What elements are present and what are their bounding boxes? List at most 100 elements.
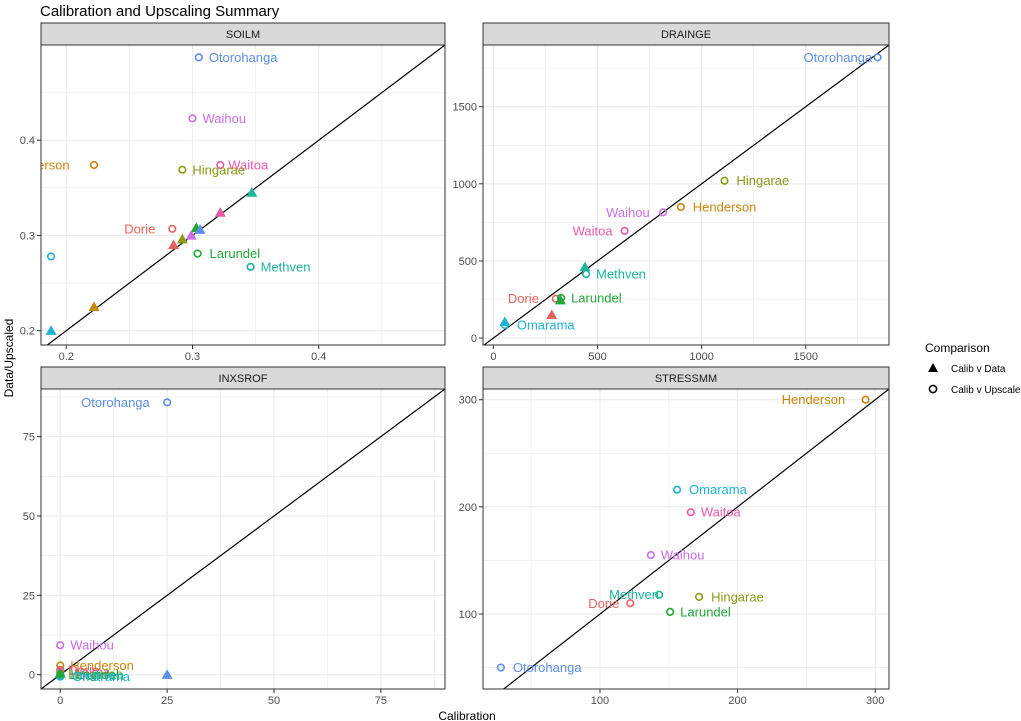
y-tick-label: 500: [459, 256, 477, 268]
circle-point-waihou: [188, 114, 197, 123]
point-label-dorie: Dorie: [68, 662, 99, 677]
identity-line: [502, 389, 889, 689]
x-tick-label: 50: [268, 695, 280, 707]
y-tick-label: 0.4: [20, 135, 35, 147]
point-label-otorohanga: Otorohanga: [513, 660, 582, 675]
point-label-larundel: Larundel: [210, 246, 261, 261]
circle-point-waihou: [646, 550, 656, 560]
panel-background: [41, 45, 445, 345]
panel-border: [40, 388, 446, 690]
point-label-waitoa: Waitoa: [228, 158, 269, 173]
y-tick-label: 0: [29, 670, 35, 682]
strip-label: SOILM: [226, 29, 260, 41]
triangle-point-henderson: [88, 301, 100, 312]
panel-stressmm: STRESSMM 100 200 300 100 200 300 Henderson Omara…: [459, 366, 890, 707]
triangle-point-methven: [579, 261, 591, 272]
y-tick-label: 0.3: [20, 230, 35, 242]
legend-items: Calib v Data Calib v Upscaled: [928, 363, 1021, 396]
circle-point-waihou: [56, 641, 65, 650]
y-tick-label: 200: [459, 502, 477, 514]
x-axis-label: Calibration: [438, 709, 495, 721]
y-tick-label: 0: [471, 333, 477, 345]
panel-inxsrof: INXSROF 0 25 50 75 0 25 50 75 Otorohanga Waihou Hen…: [23, 366, 446, 707]
point-label-omarama: Omarama: [689, 482, 748, 497]
panel-border: [482, 44, 890, 346]
point-label-waitoa: Waitoa: [701, 505, 742, 520]
identity-line: [483, 45, 889, 345]
triangle-point-omarama: [499, 316, 511, 326]
circle-point-otorohanga: [194, 53, 203, 62]
triangle-point-waitoa: [214, 207, 226, 217]
legend-label: Calib v Upscaled: [951, 385, 1021, 396]
legend-triangle-icon: [928, 363, 938, 372]
x-tick-label: 0.4: [311, 351, 326, 363]
legend-title: Comparison: [925, 341, 990, 355]
y-tick-label: 0.2: [20, 326, 35, 338]
triangle-point-omarama: [45, 325, 57, 335]
y-tick-label: 1000: [453, 179, 477, 191]
circle-point-larundel: [666, 607, 675, 616]
x-tick-label: 300: [866, 695, 884, 707]
circle-point-hingarae: [720, 176, 729, 185]
x-tick-label: 0: [57, 695, 63, 707]
point-label-hingarae: Hingarae: [737, 173, 790, 188]
point-label-larundel: Larundel: [571, 290, 622, 305]
y-tick-label: 1500: [453, 102, 477, 114]
point-label-methven: Methven: [261, 259, 311, 274]
triangle-point-dorie: [168, 239, 180, 250]
point-label-waihou: Waihou: [203, 111, 247, 126]
point-label-omarama: Omarama: [517, 317, 576, 332]
circle-point-dorie: [626, 599, 635, 608]
strip-label: STRESSMM: [655, 373, 717, 385]
strip-label: DRAINGE: [661, 29, 711, 41]
point-label-methven: Methven: [596, 267, 646, 282]
x-tick-label: 75: [375, 695, 387, 707]
circle-point-henderson: [89, 160, 99, 170]
point-label-dorie: Dorie: [508, 291, 539, 306]
point-label-waitoa: Waitoa: [573, 223, 614, 238]
triangle-point-waihou: [185, 229, 197, 240]
panel-drainge: DRAINGE 0 500 1000 1500 0 500 1000 1500 Otorohang…: [453, 22, 890, 363]
x-tick-label: 1500: [793, 351, 817, 363]
circle-point-methven: [246, 262, 255, 272]
panels: SOILM 0.2 0.3 0.4 0.2 0.3 0.4 Otorohanga Waihou H…: [20, 22, 890, 707]
circle-point-methven: [655, 590, 664, 599]
x-tick-label: 0.2: [59, 351, 74, 363]
circle-point-otorohanga: [496, 663, 505, 672]
point-label-omarama: Omarama: [72, 669, 131, 684]
panel-border: [482, 388, 890, 690]
circle-point-omarama: [672, 485, 682, 494]
point-label-methven: Methven: [609, 587, 659, 602]
circle-point-henderson: [861, 395, 870, 404]
point-label-waihou: Waihou: [661, 548, 705, 563]
x-tick-label: 25: [161, 695, 173, 707]
x-tick-label: 500: [588, 351, 606, 363]
circle-point-hingarae: [694, 592, 704, 601]
point-label-dorie: Dorie: [124, 221, 155, 236]
point-label-otorohanga: Otorohanga: [81, 395, 150, 410]
circle-point-henderson: [676, 202, 685, 212]
point-label-hingarae: Hingarae: [192, 162, 245, 177]
x-tick-label: 0.3: [185, 351, 200, 363]
circle-point-dorie: [168, 224, 177, 233]
circle-point-otorohanga: [163, 398, 172, 407]
point-label-hingarae: Hingarae: [711, 589, 764, 604]
point-label-methven: Methven: [74, 668, 124, 683]
point-label-henderson: Henderson: [782, 392, 846, 407]
x-tick-label: 0: [490, 351, 496, 363]
circle-point-omarama: [46, 252, 56, 261]
y-tick-label: 50: [23, 511, 35, 523]
y-tick-label: 75: [23, 432, 35, 444]
triangle-point-hingarae: [176, 233, 188, 244]
identity-line: [41, 389, 445, 689]
triangle-point-larundel: [554, 294, 566, 305]
circle-point-hingarae: [178, 165, 187, 174]
x-tick-label: 100: [591, 695, 609, 707]
panel-soilm: SOILM 0.2 0.3 0.4 0.2 0.3 0.4 Otorohanga Waihou H…: [20, 22, 446, 363]
triangle-point-otorohanga: [194, 224, 206, 234]
y-tick-label: 100: [459, 609, 477, 621]
legend: Comparison Calib v Data Calib v Upscaled: [925, 341, 1021, 396]
legend-label: Calib v Data: [951, 364, 1006, 375]
panel-background: [483, 389, 889, 689]
